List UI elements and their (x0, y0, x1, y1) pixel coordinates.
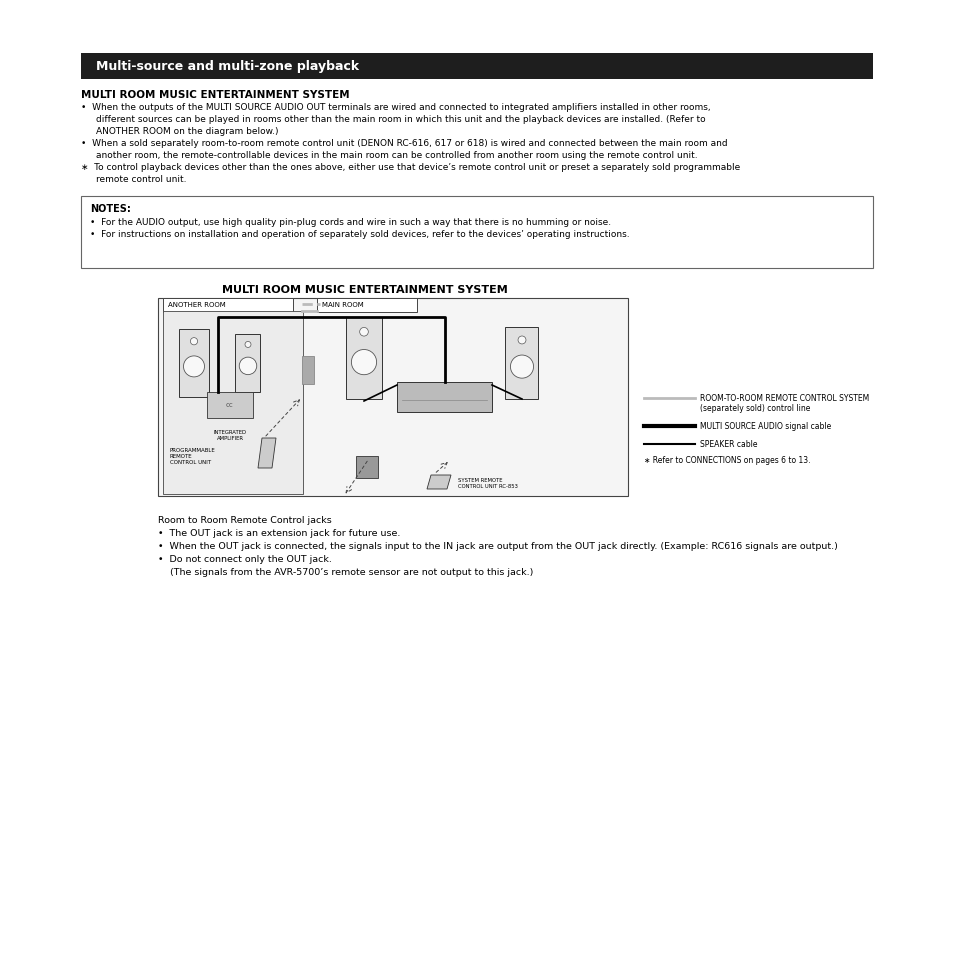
Bar (81, 196, 872, 268)
Text: SPEAKER cable: SPEAKER cable (700, 440, 757, 449)
Text: •  The OUT jack is an extension jack for future use.: • The OUT jack is an extension jack for … (158, 529, 400, 538)
Text: •  For the AUDIO output, use high quality pin-plug cords and wire in such a way : • For the AUDIO output, use high quality… (90, 218, 611, 227)
Bar (81, 53, 872, 79)
Text: •  For instructions on installation and operation of separately sold devices, re: • For instructions on installation and o… (90, 230, 629, 239)
Text: Room to Room Remote Control jacks: Room to Room Remote Control jacks (158, 516, 332, 525)
Text: (The signals from the AVR-5700’s remote sensor are not output to this jack.): (The signals from the AVR-5700’s remote … (170, 568, 533, 577)
Text: another room, the remote-controllable devices in the main room can be controlled: another room, the remote-controllable de… (96, 151, 697, 160)
Bar (179, 329, 209, 397)
Circle shape (191, 337, 197, 345)
Bar (235, 334, 260, 392)
Text: INTEGRATED
AMPLIFIER: INTEGRATED AMPLIFIER (213, 430, 246, 441)
Text: ∗ Refer to CONNECTIONS on pages 6 to 13.: ∗ Refer to CONNECTIONS on pages 6 to 13. (643, 456, 810, 465)
Text: NOTES:: NOTES: (90, 204, 131, 214)
Bar (346, 317, 381, 399)
Text: ANOTHER ROOM: ANOTHER ROOM (168, 302, 226, 308)
Text: •  When a sold separately room-to-room remote control unit (DENON RC-616, 617 or: • When a sold separately room-to-room re… (81, 139, 727, 148)
Text: •  Do not connect only the OUT jack.: • Do not connect only the OUT jack. (158, 555, 332, 564)
Bar (355, 456, 377, 478)
Text: ROOM-TO-ROOM REMOTE CONTROL SYSTEM: ROOM-TO-ROOM REMOTE CONTROL SYSTEM (700, 394, 868, 403)
Bar (207, 392, 253, 418)
Circle shape (359, 328, 368, 337)
Text: MULTI ROOM MUSIC ENTERTAINMENT SYSTEM: MULTI ROOM MUSIC ENTERTAINMENT SYSTEM (222, 285, 507, 295)
Text: different sources can be played in rooms other than the main room in which this : different sources can be played in rooms… (96, 115, 705, 124)
Circle shape (245, 341, 251, 347)
Bar (396, 382, 492, 412)
Circle shape (239, 358, 256, 375)
Bar (163, 298, 293, 312)
Bar (158, 298, 627, 496)
Bar (316, 298, 416, 312)
Circle shape (517, 336, 525, 344)
Text: •  When the outputs of the MULTI SOURCE AUDIO OUT terminals are wired and connec: • When the outputs of the MULTI SOURCE A… (81, 103, 710, 112)
Text: MULTI ROOM MUSIC ENTERTAINMENT SYSTEM: MULTI ROOM MUSIC ENTERTAINMENT SYSTEM (81, 90, 349, 100)
Text: ∗  To control playback devices other than the ones above, either use that device: ∗ To control playback devices other than… (81, 163, 740, 172)
Circle shape (510, 355, 533, 379)
Text: •  When the OUT jack is connected, the signals input to the IN jack are output f: • When the OUT jack is connected, the si… (158, 542, 837, 551)
Polygon shape (427, 475, 451, 489)
Text: ANOTHER ROOM on the diagram below.): ANOTHER ROOM on the diagram below.) (96, 127, 278, 136)
Bar (163, 311, 303, 494)
Text: remote control unit.: remote control unit. (96, 175, 186, 184)
Bar (505, 327, 537, 399)
Polygon shape (257, 438, 275, 468)
Text: PROGRAMMABLE
REMOTE
CONTROL UNIT: PROGRAMMABLE REMOTE CONTROL UNIT (170, 448, 215, 465)
Text: Multi-source and multi-zone playback: Multi-source and multi-zone playback (96, 59, 358, 73)
Bar (302, 356, 314, 384)
Text: MAIN ROOM: MAIN ROOM (322, 302, 363, 308)
Text: SYSTEM REMOTE
CONTROL UNIT RC-853: SYSTEM REMOTE CONTROL UNIT RC-853 (457, 478, 517, 489)
Text: cc: cc (226, 402, 233, 408)
Text: MULTI SOURCE AUDIO signal cable: MULTI SOURCE AUDIO signal cable (700, 422, 830, 431)
Text: (separately sold) control line: (separately sold) control line (700, 404, 809, 413)
Circle shape (351, 350, 376, 375)
Circle shape (183, 356, 204, 377)
